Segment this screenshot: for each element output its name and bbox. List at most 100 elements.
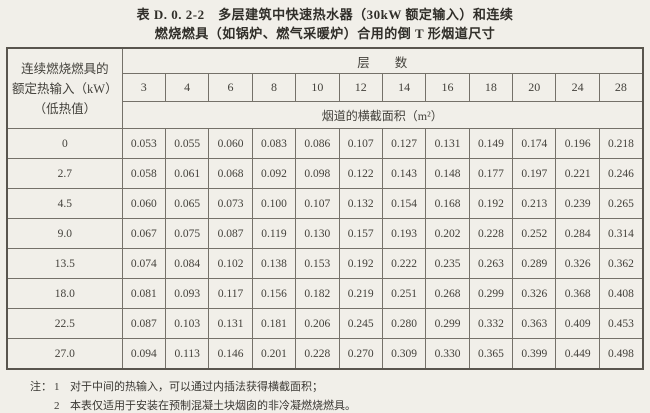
area-cell: 0.309 <box>381 338 427 370</box>
floor-col-header: 18 <box>468 73 514 102</box>
note-item-2: 2 本表仅适用于安装在预制混凝土块烟囱的非冷凝燃烧燃具。 <box>30 397 650 413</box>
area-cell: 0.149 <box>468 128 514 159</box>
area-cell: 0.314 <box>598 218 644 249</box>
area-cell: 0.193 <box>381 218 427 249</box>
note-1-number: 1 <box>54 381 60 393</box>
note-item-1: 注： 1 对于中间的热输入，可以通过内插法获得横截面积； <box>30 378 650 397</box>
corner-header-line2: 额定热输入（kW） <box>12 81 118 96</box>
area-cell: 0.270 <box>338 338 383 370</box>
area-cell: 0.252 <box>512 218 557 249</box>
area-cell: 0.235 <box>425 248 470 279</box>
area-cell: 0.117 <box>208 278 253 309</box>
area-cell: 0.299 <box>468 278 514 309</box>
area-cell: 0.154 <box>381 188 427 219</box>
area-cell: 0.196 <box>555 128 600 159</box>
area-cell: 0.289 <box>512 248 557 279</box>
area-cell: 0.363 <box>512 308 557 339</box>
area-cell: 0.131 <box>425 128 470 159</box>
area-cell: 0.265 <box>598 188 644 219</box>
area-cell: 0.086 <box>295 128 340 159</box>
area-cell: 0.409 <box>555 308 600 339</box>
notes-label: 注： <box>30 381 52 393</box>
area-cell: 0.156 <box>251 278 297 309</box>
table-row: 9.0 0.067 0.075 0.087 0.119 0.130 0.157 0.193 0.… <box>6 218 644 249</box>
floor-col-header: 14 <box>381 73 427 102</box>
area-cell: 0.138 <box>251 248 297 279</box>
notes: 注： 1 对于中间的热输入，可以通过内插法获得横截面积； 2 本表仅适用于安装在… <box>30 378 650 413</box>
area-cell: 0.093 <box>164 278 210 309</box>
area-cell: 0.055 <box>164 128 210 159</box>
area-cell: 0.092 <box>251 158 297 189</box>
note-2-number: 2 <box>54 400 60 412</box>
corner-header: 连续燃烧燃具的 额定热输入（kW） （低热值） <box>6 47 123 129</box>
area-cell: 0.263 <box>468 248 514 279</box>
area-cell: 0.098 <box>295 158 340 189</box>
heat-input-label: 9.0 <box>6 218 123 249</box>
area-cell: 0.060 <box>208 128 253 159</box>
note-2-text: 本表仅适用于安装在预制混凝土块烟囱的非冷凝燃烧燃具。 <box>70 400 356 412</box>
area-cell: 0.157 <box>338 218 383 249</box>
floor-col-header: 10 <box>295 73 340 102</box>
floor-col-header: 20 <box>512 73 557 102</box>
area-cell: 0.498 <box>598 338 644 370</box>
table-title-line2: 燃烧燃具（如锅炉、燃气采暖炉）合用的倒 T 形烟道尺寸 <box>154 26 496 41</box>
area-cell: 0.107 <box>295 188 340 219</box>
area-cell: 0.087 <box>121 308 166 339</box>
area-cell: 0.326 <box>555 248 600 279</box>
area-cell: 0.122 <box>338 158 383 189</box>
area-cell: 0.127 <box>381 128 427 159</box>
table-row: 13.5 0.074 0.084 0.102 0.138 0.153 0.192 0.222 0… <box>6 248 644 279</box>
area-cell: 0.453 <box>598 308 644 339</box>
area-cell: 0.408 <box>598 278 644 309</box>
heat-input-label: 22.5 <box>6 308 123 339</box>
area-cell: 0.206 <box>295 308 340 339</box>
area-cell: 0.131 <box>208 308 253 339</box>
area-cell: 0.146 <box>208 338 253 370</box>
corner-header-line3: （低热值） <box>33 101 97 116</box>
area-cell: 0.058 <box>121 158 166 189</box>
area-cell: 0.192 <box>338 248 383 279</box>
area-cell: 0.399 <box>512 338 557 370</box>
area-cell: 0.132 <box>338 188 383 219</box>
table-title: 表 D. 0. 2-2 多层建筑中快速热水器（30kW 额定输入）和连续 燃烧燃… <box>0 0 650 43</box>
table-row: 27.0 0.094 0.113 0.146 0.201 0.228 0.270 0.309 0… <box>6 338 644 370</box>
area-cell: 0.168 <box>425 188 470 219</box>
table-body: 0 0.053 0.055 0.060 0.083 0.086 0.107 0.127 0.13… <box>6 128 644 370</box>
area-cell: 0.065 <box>164 188 210 219</box>
area-cell: 0.228 <box>468 218 514 249</box>
area-cell: 0.148 <box>425 158 470 189</box>
area-cell: 0.222 <box>381 248 427 279</box>
area-cell: 0.330 <box>425 338 470 370</box>
note-1-text: 对于中间的热输入，可以通过内插法获得横截面积； <box>70 381 323 393</box>
area-cell: 0.087 <box>208 218 253 249</box>
area-cell: 0.084 <box>164 248 210 279</box>
area-cell: 0.299 <box>425 308 470 339</box>
area-cell: 0.239 <box>555 188 600 219</box>
area-cell: 0.177 <box>468 158 514 189</box>
area-cell: 0.218 <box>598 128 644 159</box>
area-cell: 0.181 <box>251 308 297 339</box>
area-cell: 0.119 <box>251 218 297 249</box>
floors-header: 层 数 <box>121 47 644 74</box>
area-cell: 0.143 <box>381 158 427 189</box>
heat-input-label: 13.5 <box>6 248 123 279</box>
area-cell: 0.268 <box>425 278 470 309</box>
area-cell: 0.449 <box>555 338 600 370</box>
floor-col-header: 4 <box>164 73 210 102</box>
area-cell: 0.228 <box>295 338 340 370</box>
table-title-line1: 表 D. 0. 2-2 多层建筑中快速热水器（30kW 额定输入）和连续 <box>136 7 514 22</box>
area-cell: 0.251 <box>381 278 427 309</box>
table-row: 4.5 0.060 0.065 0.073 0.100 0.107 0.132 0.154 0.… <box>6 188 644 219</box>
area-cell: 0.326 <box>512 278 557 309</box>
area-cell: 0.245 <box>338 308 383 339</box>
floor-col-header: 24 <box>555 73 600 102</box>
table-row: 0 0.053 0.055 0.060 0.083 0.086 0.107 0.127 0.13… <box>6 128 644 159</box>
floor-col-header: 6 <box>208 73 253 102</box>
area-cell: 0.073 <box>208 188 253 219</box>
floor-col-header: 12 <box>338 73 383 102</box>
area-cell: 0.368 <box>555 278 600 309</box>
heat-input-label: 4.5 <box>6 188 123 219</box>
area-cell: 0.067 <box>121 218 166 249</box>
floor-columns-row: 3 4 6 8 10 12 14 16 18 20 24 28 <box>7 73 644 102</box>
